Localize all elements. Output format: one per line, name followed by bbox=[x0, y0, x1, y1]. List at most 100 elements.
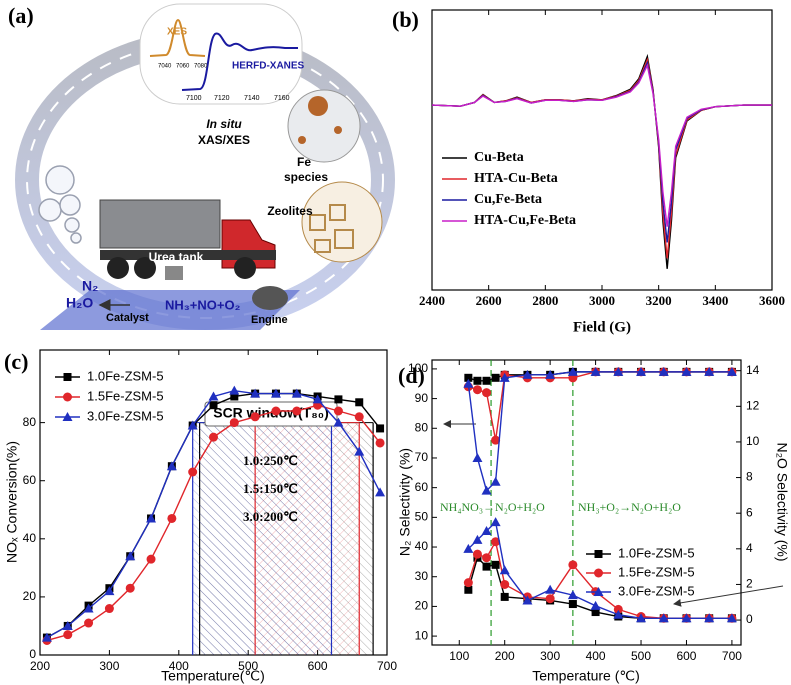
window-note: 1.5:150℃ bbox=[243, 481, 298, 496]
y-axis-label: N₂ Selectivity (%) bbox=[397, 448, 413, 556]
inset-tick: 7080 bbox=[194, 64, 208, 70]
marker bbox=[636, 366, 647, 376]
x-tick-label: 500 bbox=[631, 649, 651, 663]
y-tick-label: 30 bbox=[415, 569, 429, 583]
marker bbox=[354, 412, 364, 422]
marker bbox=[463, 578, 473, 588]
marker bbox=[62, 412, 73, 421]
marker bbox=[62, 620, 73, 630]
marker bbox=[354, 446, 365, 456]
y-tick-label: 60 bbox=[23, 473, 37, 487]
panel-label: (b) bbox=[392, 7, 419, 32]
x-tick-label: 200 bbox=[495, 649, 515, 663]
legend-label: HTA-Cu-Beta bbox=[474, 171, 558, 186]
marker bbox=[567, 366, 578, 376]
series-line bbox=[468, 371, 732, 441]
x-tick-label: 2800 bbox=[532, 293, 558, 308]
marker bbox=[482, 562, 491, 571]
marker bbox=[613, 604, 623, 614]
marker bbox=[500, 579, 510, 589]
xes-curve bbox=[149, 18, 206, 57]
marker bbox=[482, 553, 492, 563]
marker bbox=[104, 586, 115, 596]
marker bbox=[166, 461, 177, 471]
y2-axis-label: N₂O Selectivity (%) bbox=[774, 442, 790, 561]
marker bbox=[590, 600, 601, 610]
marker bbox=[681, 366, 692, 376]
y-tick-label: 60 bbox=[415, 480, 429, 494]
xanes-label: HERFD-XANES bbox=[232, 61, 305, 72]
marker bbox=[499, 565, 510, 575]
legend-label: 3.0Fe-ZSM-5 bbox=[618, 583, 695, 598]
reactants: NH₃+NO+O₂ bbox=[165, 297, 241, 312]
marker bbox=[568, 560, 578, 570]
marker bbox=[491, 537, 501, 547]
engine-icon bbox=[252, 286, 288, 310]
marker bbox=[472, 534, 483, 544]
x-tick-label: 3400 bbox=[702, 293, 728, 308]
marker bbox=[333, 417, 344, 427]
marker bbox=[591, 608, 600, 617]
y-tick-label: 40 bbox=[415, 539, 429, 553]
legend-label: 1.0Fe-ZSM-5 bbox=[87, 368, 164, 383]
marker bbox=[704, 366, 715, 376]
marker bbox=[146, 513, 157, 523]
marker bbox=[146, 554, 156, 564]
x-axis-label: Temperature (℃) bbox=[532, 668, 640, 684]
marker bbox=[292, 406, 302, 416]
fe-sphere bbox=[287, 89, 361, 163]
marker bbox=[334, 395, 343, 404]
x-tick-label: 3000 bbox=[589, 293, 615, 308]
y2-tick-label: 4 bbox=[746, 541, 753, 555]
fe-label: Fe bbox=[297, 155, 311, 169]
marker bbox=[658, 613, 669, 623]
marker bbox=[499, 372, 510, 382]
annotation: NH₄NO₃→N₂O+H₂O bbox=[440, 500, 545, 514]
technique: XAS/XES bbox=[198, 133, 250, 147]
inset-tick: 7140 bbox=[244, 95, 260, 102]
legend-label: Cu,Fe-Beta bbox=[474, 192, 542, 207]
marker bbox=[491, 435, 501, 445]
marker bbox=[209, 401, 218, 410]
panel-label: (c) bbox=[4, 349, 28, 374]
x-tick-label: 3600 bbox=[759, 293, 785, 308]
marker bbox=[481, 485, 492, 495]
urea-label: Urea tank bbox=[149, 250, 204, 264]
marker bbox=[464, 585, 473, 594]
x-tick-label: 300 bbox=[99, 659, 119, 673]
inset-tick: 7160 bbox=[274, 95, 290, 102]
marker bbox=[681, 613, 692, 623]
marker bbox=[658, 366, 669, 376]
series-line bbox=[431, 63, 772, 227]
marker bbox=[63, 630, 73, 640]
marker bbox=[472, 452, 483, 462]
marker bbox=[491, 373, 500, 382]
y-tick-label: 10 bbox=[415, 628, 429, 642]
y2-tick-label: 14 bbox=[746, 363, 760, 377]
x-tick-label: 100 bbox=[449, 649, 469, 663]
marker bbox=[545, 584, 556, 594]
wheels bbox=[107, 257, 256, 279]
marker bbox=[208, 391, 219, 401]
marker bbox=[726, 613, 737, 623]
marker bbox=[167, 513, 177, 523]
marker bbox=[125, 551, 136, 561]
marker bbox=[84, 618, 94, 628]
inset-tick: 7060 bbox=[176, 64, 190, 70]
marker bbox=[613, 609, 624, 619]
legend-label: 3.0Fe-ZSM-5 bbox=[87, 408, 164, 423]
marker bbox=[522, 595, 533, 605]
smoke bbox=[38, 165, 82, 244]
y-tick-label: 90 bbox=[415, 391, 429, 405]
annotation: NH₃+O₂→N₂O+H₂O bbox=[578, 500, 681, 514]
y-tick-label: 80 bbox=[23, 415, 37, 429]
marker bbox=[594, 568, 603, 578]
marker bbox=[250, 412, 260, 422]
catalyst-label: Catalyst bbox=[106, 312, 149, 324]
inset-tick: 7120 bbox=[214, 95, 230, 102]
marker bbox=[63, 373, 72, 381]
series-line bbox=[467, 371, 732, 492]
marker bbox=[125, 583, 135, 593]
marker bbox=[291, 388, 302, 398]
window-note: 3.0:200℃ bbox=[243, 509, 298, 524]
